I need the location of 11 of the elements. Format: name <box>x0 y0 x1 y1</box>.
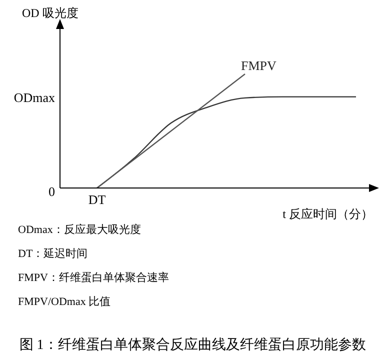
text: 0 <box>48 184 55 199</box>
text: ODmax <box>14 90 56 105</box>
y-axis-title: OD 吸光度 <box>22 6 78 20</box>
x-axis-title: t 反应时间（分） <box>282 207 373 221</box>
text: 图 1：纤维蛋白单体聚合反应曲线及纤维蛋白原功能参数 <box>19 337 366 353</box>
text: FMPV：纤维蛋白单体聚合速率 <box>18 271 169 284</box>
text: DT <box>88 192 106 207</box>
text: FMPV/ODmax 比值 <box>18 295 111 308</box>
text: DT：延迟时间 <box>18 247 88 260</box>
text: ODmax：反应最大吸光度 <box>18 223 141 236</box>
series-label: FMPV <box>241 58 278 73</box>
